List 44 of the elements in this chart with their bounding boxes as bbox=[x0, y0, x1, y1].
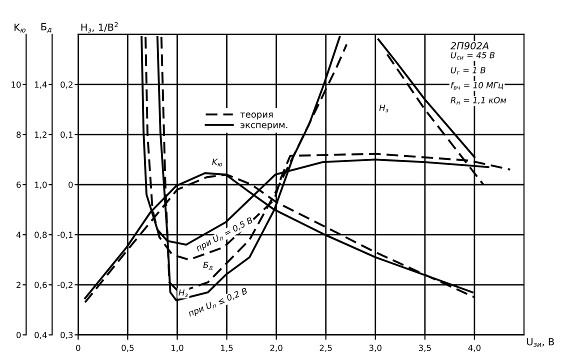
y-tick-label: 2 bbox=[16, 282, 20, 288]
annotation: Н$_{з}$ bbox=[379, 104, 388, 112]
y-axis-title: K$_{ю}$ bbox=[14, 24, 26, 33]
annotation: Б$_{д}$ bbox=[203, 262, 212, 270]
x-tick-label: 0 bbox=[76, 344, 80, 352]
text: 2П902А bbox=[450, 42, 488, 50]
y-tick-label: 8 bbox=[16, 132, 21, 138]
y-tick-label: 0 bbox=[16, 332, 21, 338]
y3-tick-label: -0,1 bbox=[57, 232, 73, 239]
annotation: при U$_{п}$ = 0,5 В bbox=[195, 216, 254, 253]
y2-tick-label: 0,6 bbox=[34, 282, 47, 289]
annotation: f$_{вч}$ = 10 МГц bbox=[451, 82, 504, 90]
y3-tick-label: 0,1 bbox=[60, 132, 73, 139]
y-tick-label: 6 bbox=[16, 182, 21, 188]
x-tick-label: 4,0 bbox=[468, 344, 481, 352]
y2-tick-label: 0,8 bbox=[34, 232, 47, 239]
annotation: K$_{ю}$ bbox=[212, 158, 222, 166]
x-tick-label: 3,5 bbox=[418, 344, 431, 352]
y3-tick-label: -0,2 bbox=[57, 282, 72, 289]
y2-axis-title: Б$_{д}$ bbox=[41, 23, 52, 33]
y-tick-label: 10 bbox=[12, 81, 21, 88]
annotation: U$_{си}$ = 45 В bbox=[450, 52, 495, 60]
x-axis-title: U$_{зи}$, В bbox=[527, 338, 554, 347]
x-tick-label: 1,5 bbox=[221, 344, 233, 352]
y3-tick-label: 0,3 bbox=[60, 332, 73, 339]
annotation: U$_{г}$ = 1 В bbox=[450, 67, 486, 75]
y2-tick-label: 1,2 bbox=[34, 132, 46, 139]
annotation: Н$_{з}$ bbox=[178, 289, 188, 297]
x-tick-label: 0,5 bbox=[122, 344, 134, 352]
y-tick-label: 4 bbox=[16, 232, 21, 238]
legend-label: теория bbox=[240, 112, 273, 120]
legend-label: эксперим. bbox=[240, 123, 288, 130]
x-tick-label: 3,0 bbox=[369, 344, 382, 352]
y3-tick-label: 0,2 bbox=[60, 81, 72, 89]
annotation: при U$_{п}$ ≤ 0,2 В bbox=[188, 288, 248, 318]
y3-tick-label: 0 bbox=[68, 182, 73, 188]
y2-tick-label: 0,4 bbox=[34, 332, 47, 339]
x-tick-label: 2,0 bbox=[270, 344, 282, 352]
x-tick-label: 2,5 bbox=[320, 344, 332, 352]
y2-tick-label: 1,4 bbox=[34, 82, 47, 89]
y2-tick-label: 1,0 bbox=[34, 182, 47, 189]
y3-axis-title: Н$_{з}$, 1/В$^{2}$ bbox=[81, 22, 118, 32]
annotation: R$_{н}$ = 1,1 кОм bbox=[450, 97, 506, 105]
x-tick-label: 1,0 bbox=[172, 344, 184, 352]
